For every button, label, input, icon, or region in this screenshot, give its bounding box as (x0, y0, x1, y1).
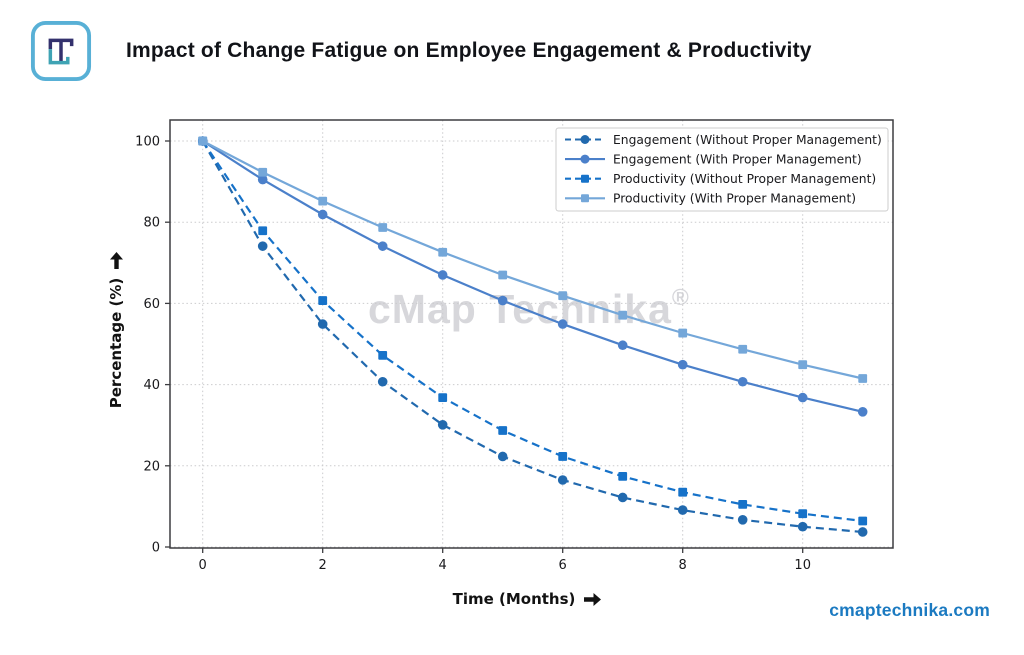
data-point (377, 241, 388, 251)
data-point (677, 505, 688, 515)
legend-label: Productivity (With Proper Management) (613, 192, 856, 206)
legend-label: Productivity (Without Proper Management) (613, 172, 876, 186)
gridlines (170, 120, 893, 548)
x-axis-label-wrap: Time (Months) (0, 590, 1024, 608)
data-point (798, 509, 808, 519)
data-point (317, 319, 328, 329)
x-tick-label: 2 (319, 558, 327, 573)
legend-marker (580, 154, 590, 164)
legend-item: Engagement (Without Proper Management) (565, 133, 882, 147)
data-point (318, 296, 328, 305)
data-point (738, 499, 748, 509)
data-point (617, 340, 628, 351)
data-point (498, 426, 508, 435)
legend-label: Engagement (Without Proper Management) (613, 133, 882, 147)
data-point (797, 521, 808, 532)
legend-marker (580, 135, 590, 144)
legend: Engagement (Without Proper Management) En… (555, 127, 889, 212)
data-point (438, 393, 448, 402)
data-point (558, 291, 568, 301)
data-point (198, 136, 208, 146)
website-link[interactable]: cmaptechnika.com (829, 600, 990, 620)
data-point (317, 209, 328, 220)
x-axis-label-text: Time (Months) (452, 590, 576, 608)
legend-marker (581, 194, 589, 203)
legend-item: Productivity (Without Proper Management) (565, 172, 876, 186)
y-tick-label: 100 (135, 135, 160, 150)
data-point (798, 360, 808, 370)
data-point (377, 376, 388, 387)
y-tick-label: 20 (143, 459, 160, 474)
data-point (258, 226, 268, 236)
y-tick-label: 40 (143, 378, 160, 393)
data-point (618, 310, 628, 320)
data-point (617, 492, 628, 503)
series-line (201, 140, 863, 534)
data-point (258, 167, 268, 177)
up-arrow-icon (109, 251, 123, 269)
data-point (378, 223, 388, 232)
data-point (557, 319, 568, 329)
y-axis-label-text: Percentage (%) (107, 277, 125, 409)
data-point (737, 514, 748, 525)
data-point (558, 452, 568, 461)
header: Impact of Change Fatigue on Employee Eng… (30, 20, 812, 82)
y-axis-label: Percentage (%) (107, 251, 125, 409)
series-line (202, 140, 863, 413)
data-point (498, 270, 508, 280)
data-point (857, 527, 868, 537)
data-point (738, 344, 748, 354)
data-point (557, 475, 568, 485)
data-point (437, 419, 448, 430)
y-tick-label: 0 (152, 541, 160, 556)
data-point (858, 374, 868, 383)
right-arrow-icon (584, 592, 602, 606)
x-tick-label: 0 (199, 558, 207, 573)
legend-marker (581, 174, 589, 183)
plot-border (169, 119, 894, 549)
data-point (497, 451, 508, 462)
series-line (202, 140, 863, 380)
data-point (438, 247, 448, 257)
x-tick-label: 4 (439, 558, 447, 573)
data-point (858, 516, 868, 526)
data-point (618, 471, 628, 481)
y-axis-label-wrap: Percentage (%) (16, 230, 216, 430)
data-point (737, 376, 748, 387)
data-point (677, 359, 688, 370)
x-tick-label: 6 (559, 558, 567, 573)
brand-logo-icon (30, 20, 92, 82)
x-tick-label: 8 (679, 558, 687, 573)
y-tick-label: 80 (143, 216, 160, 231)
legend-item: Productivity (With Proper Management) (565, 192, 856, 206)
data-point (257, 241, 268, 251)
data-point (437, 270, 448, 280)
x-tick-label: 10 (794, 558, 811, 573)
legend-item: Engagement (With Proper Management) (565, 152, 862, 166)
series-line (201, 140, 863, 523)
series-engagement-without-proper-management (197, 136, 868, 537)
y-tick-label: 60 (143, 297, 160, 312)
page-title: Impact of Change Fatigue on Employee Eng… (126, 39, 812, 62)
series-productivity-with-proper-management (198, 136, 868, 383)
legend-label: Engagement (With Proper Management) (613, 152, 862, 166)
data-point (497, 295, 508, 306)
watermark: cMap Technika® (368, 284, 690, 332)
data-point (257, 174, 268, 185)
data-point (678, 487, 688, 497)
x-axis-label: Time (Months) (453, 590, 602, 608)
data-point (318, 196, 328, 206)
data-point (678, 328, 688, 338)
registered-mark: ® (671, 284, 690, 310)
data-point (797, 392, 808, 403)
legend-box (555, 127, 889, 212)
data-point (857, 407, 868, 417)
data-point (378, 350, 388, 360)
